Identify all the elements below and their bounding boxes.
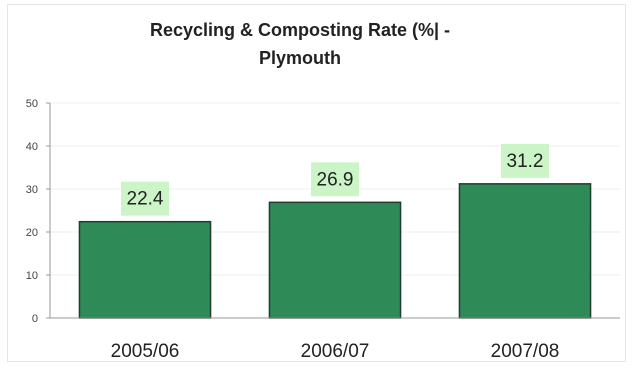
y-tick-label: 50 bbox=[26, 98, 38, 110]
value-label-background bbox=[311, 162, 359, 197]
axis-layer: 0 10 20 30 40 50 2005/06 2006/07 2007/08 bbox=[26, 98, 620, 362]
value-label: 22.4 bbox=[127, 189, 164, 210]
value-label: 26.9 bbox=[317, 169, 354, 190]
y-tick-label: 20 bbox=[26, 227, 38, 239]
value-label-background bbox=[501, 143, 549, 178]
x-tick-label: 2007/08 bbox=[491, 341, 560, 362]
chart-title-line-1: Recycling & Composting Rate (%| - bbox=[150, 20, 450, 40]
value-label: 31.2 bbox=[507, 151, 544, 172]
value-label-background bbox=[121, 181, 169, 216]
bars-layer bbox=[78, 183, 592, 319]
labels-layer: 22.4 26.9 31.2 bbox=[121, 143, 549, 216]
x-tick-label: 2006/07 bbox=[301, 341, 370, 362]
y-tick-label: 10 bbox=[26, 270, 38, 282]
y-tick-label: 30 bbox=[26, 184, 38, 196]
bar bbox=[458, 183, 592, 319]
chart-title-line-2: Plymouth bbox=[259, 48, 341, 68]
bar bbox=[78, 220, 212, 319]
y-tick-label: 40 bbox=[26, 141, 38, 153]
y-tick-label: 0 bbox=[32, 313, 38, 325]
x-tick-label: 2005/06 bbox=[111, 341, 180, 362]
bar bbox=[268, 201, 402, 319]
